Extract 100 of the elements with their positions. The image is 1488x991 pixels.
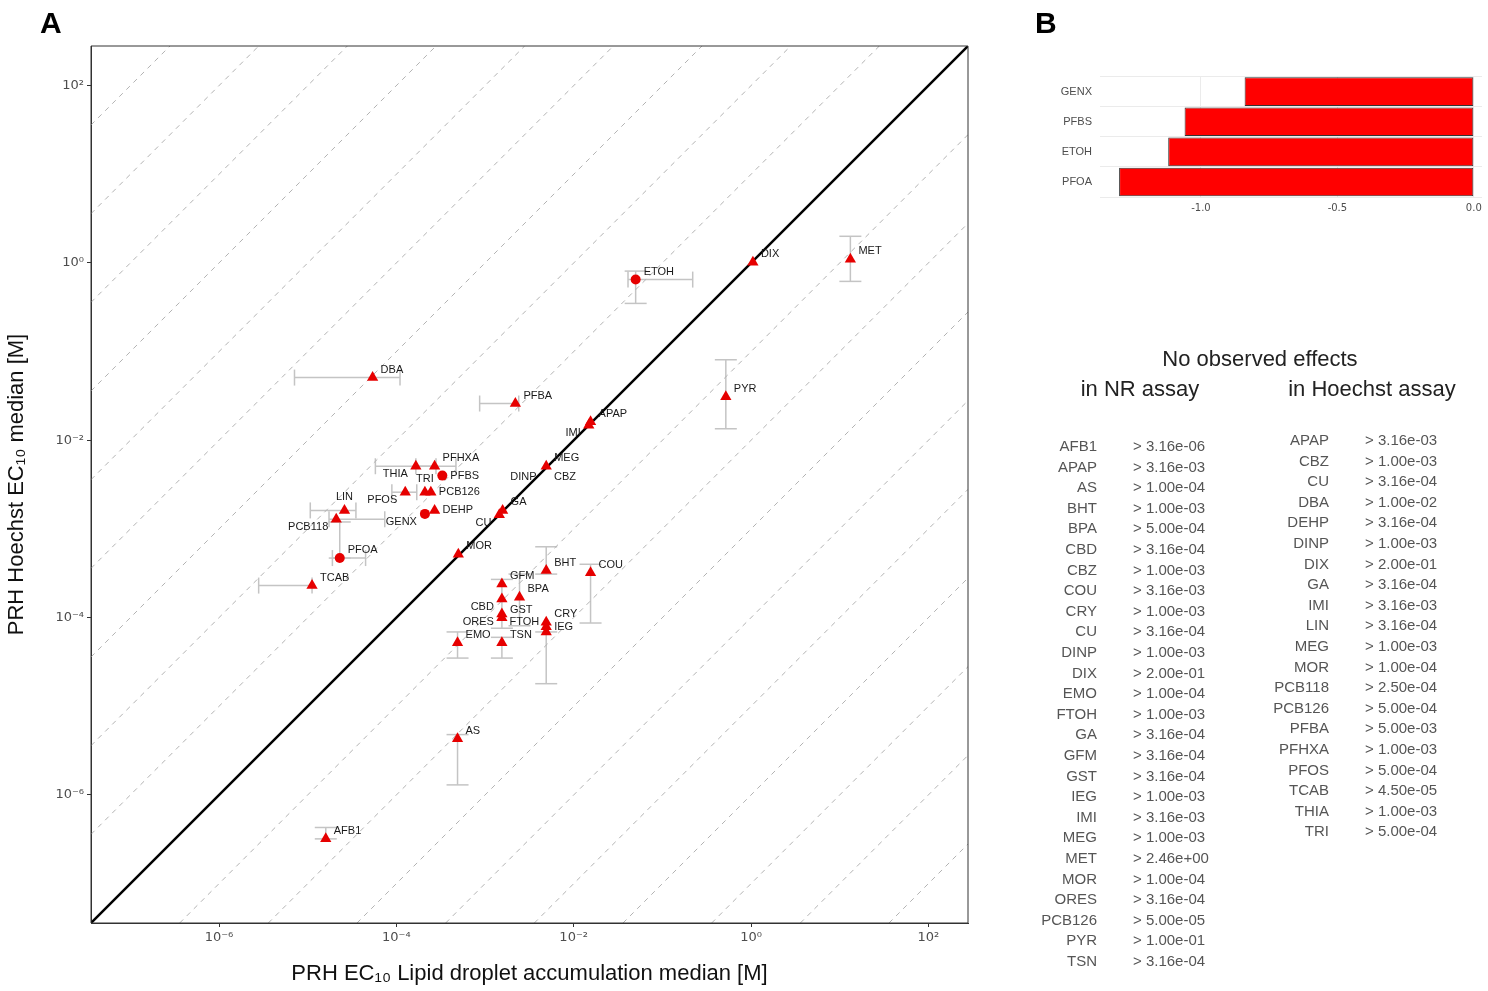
annotation: BHT [554, 555, 577, 568]
category-label: GFM [1063, 746, 1097, 763]
annotation: ORES [462, 615, 494, 628]
text: in NR assay [1079, 376, 1201, 402]
category-label: GA [1075, 725, 1097, 743]
y-tick-label: 10⁻⁴ [55, 609, 84, 625]
category-label: DEHP [1287, 513, 1329, 531]
category-label: DIX [1303, 554, 1329, 572]
category-label: CU [1307, 472, 1329, 490]
text: > 2.46e+00 [1133, 849, 1209, 866]
text: > 5.00e-03 [1365, 719, 1438, 737]
category-label: MOR [1294, 657, 1329, 675]
annotation: DBA [380, 362, 404, 375]
annotation: PCB126 [438, 485, 480, 498]
category-label: IEG [1071, 787, 1097, 805]
annotation: BPA [527, 582, 550, 595]
text: > 2.50e-04 [1365, 678, 1438, 696]
y-tick-label: PFBS [1063, 114, 1092, 127]
category-label: PCB118 [1274, 678, 1329, 696]
text: > 5.00e-05 [1133, 910, 1206, 928]
annotation: CRY [554, 607, 578, 620]
annotation: ETOH [643, 264, 675, 277]
text: > 1.00e-03 [1365, 534, 1438, 551]
text: > 1.00e-03 [1365, 740, 1438, 757]
category-label: DBA [1298, 492, 1329, 510]
text: > 1.00e-03 [1133, 498, 1206, 516]
text: > 5.00e-04 [1365, 822, 1438, 840]
category-label: IMI [1076, 807, 1097, 825]
text: > 1.00e-04 [1365, 657, 1438, 675]
annotation: PFBS [450, 468, 480, 481]
y-tick-label: PFOA [1062, 174, 1093, 187]
text: No observed effects [1161, 346, 1359, 372]
y-tick-label: GENX [1060, 84, 1093, 97]
x-tick-label: -0.5 [1327, 201, 1348, 213]
text: > 1.00e-03 [1133, 560, 1206, 578]
y-tick-label: 10² [62, 77, 84, 93]
text: in Hoechst assay [1287, 376, 1457, 402]
annotation: MOR [466, 539, 493, 552]
category-label: CU [1075, 622, 1097, 640]
x-axis-title: PRH EC₁₀ Lipid droplet accumulation median [M] [291, 959, 768, 985]
category-label: CBZ [1299, 451, 1329, 469]
text: > 1.00e-01 [1133, 931, 1206, 949]
category-label: PFHXA [1278, 740, 1329, 757]
text: > 3.16e-04 [1133, 766, 1206, 784]
text: > 1.00e-04 [1133, 869, 1206, 887]
category-label: DINP [1293, 534, 1329, 551]
text: > 5.00e-04 [1365, 698, 1438, 716]
annotation: PFOS [367, 493, 398, 506]
category-label: PFOS [1288, 760, 1329, 778]
annotation: COU [598, 557, 624, 570]
text: > 3.16e-04 [1133, 540, 1206, 557]
text: > 3.16e-03 [1133, 457, 1206, 475]
category-label: AS [1076, 478, 1097, 496]
annotation: CBD [470, 600, 494, 613]
annotation: IEG [554, 619, 574, 632]
category-label: TSN [1067, 952, 1097, 969]
category-label: PFBA [1289, 719, 1329, 737]
annotation: GFM [509, 568, 535, 581]
annotation: GST [509, 602, 533, 615]
category-label: MEG [1294, 637, 1329, 654]
y-tick-label: 10⁻⁶ [55, 786, 84, 802]
text: > 1.00e-03 [1133, 704, 1206, 722]
category-label: CBZ [1067, 560, 1097, 578]
text: > 3.16e-04 [1365, 472, 1438, 490]
annotation: PFOA [347, 543, 379, 556]
annotation: DINP [510, 470, 537, 483]
annotation: IMI [565, 426, 581, 439]
text: > 3.16e-03 [1133, 581, 1206, 599]
x-tick-label: 0.0 [1465, 201, 1482, 213]
category-label: APAP [1290, 431, 1329, 448]
category-label: EMO [1062, 684, 1097, 702]
text: > 5.00e-04 [1365, 760, 1438, 778]
annotation: TCAB [320, 570, 350, 583]
chart-title: B [1035, 6, 1057, 40]
category-label: DIX [1071, 663, 1097, 681]
category-label: BHT [1067, 498, 1097, 516]
y-tick-label: 10⁻² [55, 431, 84, 447]
x-tick-label: 10⁰ [740, 929, 762, 945]
text: > 2.00e-01 [1133, 663, 1206, 681]
text: > 1.00e-03 [1133, 828, 1206, 846]
text: > 3.16e-03 [1365, 595, 1438, 613]
category-label: MEG [1062, 828, 1097, 846]
category-label: CBD [1065, 540, 1097, 557]
text: > 3.16e-04 [1133, 952, 1206, 969]
x-tick-label: -1.0 [1191, 201, 1211, 213]
category-label: BPA [1068, 519, 1097, 537]
text: > 3.16e-04 [1133, 890, 1206, 908]
category-label: AFB1 [1059, 437, 1097, 454]
category-label: TRI [1304, 822, 1329, 840]
y-axis-title: PRH Hoechst EC₁₀ median [M] [3, 333, 29, 636]
annotation: GENX [385, 514, 418, 527]
text: > 1.00e-04 [1133, 684, 1206, 702]
annotation: GA [510, 495, 528, 508]
annotation: MET [858, 244, 882, 257]
text: > 3.16e-04 [1133, 746, 1206, 763]
text: > 1.00e-02 [1365, 492, 1438, 510]
text: > 1.00e-03 [1365, 637, 1438, 654]
annotation: DEHP [442, 503, 474, 516]
annotation: DIX [760, 247, 780, 260]
category-label: MET [1065, 849, 1097, 866]
